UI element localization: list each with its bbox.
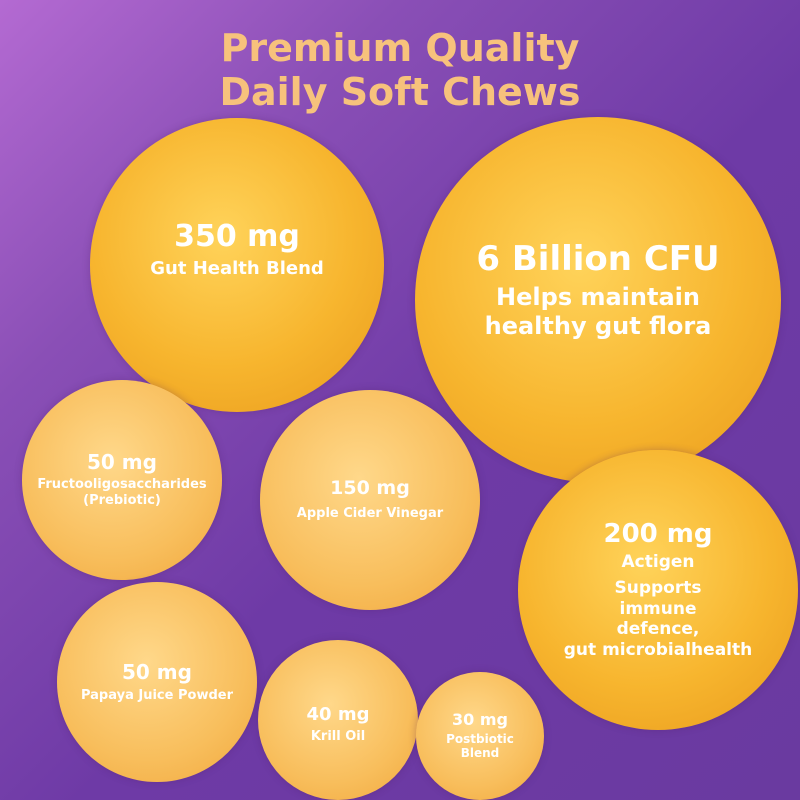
ingredient-label-2: Blend [460, 746, 500, 761]
ingredient-label: Postbiotic [446, 731, 514, 746]
ingredient-circle-fructooligosaccharides: 50 mg Fructooligosaccharides (Prebiotic) [22, 380, 222, 580]
ingredient-amount: 50 mg [87, 450, 157, 475]
title-line-1: Premium Quality [220, 26, 580, 70]
ingredient-amount: 30 mg [452, 710, 508, 730]
ingredient-label: Fructooligosaccharides [37, 477, 207, 493]
ingredient-label: Apple Cider Vinegar [296, 506, 444, 522]
ingredient-amount: 200 mg [603, 519, 713, 550]
ingredient-label-2: Supports immune defence, [614, 578, 702, 640]
ingredient-label: Helps maintain healthy gut flora [484, 282, 712, 340]
ingredient-circle-postbiotic-blend: 30 mg Postbiotic Blend [416, 672, 544, 800]
ingredient-circle-apple-cider-vinegar: 150 mg Apple Cider Vinegar [260, 390, 480, 610]
ingredient-circle-krill-oil: 40 mg Krill Oil [258, 640, 418, 800]
ingredient-label-2: (Prebiotic) [83, 493, 161, 508]
ingredient-amount: 6 Billion CFU [476, 238, 720, 279]
ingredient-amount: 50 mg [122, 659, 192, 684]
ingredient-circle-gut-health-blend: 350 mg Gut Health Blend [90, 118, 384, 412]
ingredient-label: Papaya Juice Powder [80, 687, 233, 703]
ingredient-label: Gut Health Blend [150, 258, 324, 280]
ingredient-amount: 40 mg [306, 704, 370, 726]
ingredient-label-3: gut microbialhealth [563, 639, 753, 660]
ingredient-label: Krill Oil [310, 729, 366, 745]
title-line-2: Daily Soft Chews [219, 70, 581, 114]
ingredient-amount: 350 mg [174, 218, 300, 254]
ingredient-label: Actigen [621, 551, 695, 572]
ingredient-circle-papaya-juice-powder: 50 mg Papaya Juice Powder [57, 582, 257, 782]
ingredient-circle-probiotic-cfu: 6 Billion CFU Helps maintain healthy gut… [415, 117, 781, 483]
ingredient-amount: 150 mg [330, 477, 410, 500]
ingredient-circle-actigen: 200 mg Actigen Supports immune defence, … [518, 450, 798, 730]
